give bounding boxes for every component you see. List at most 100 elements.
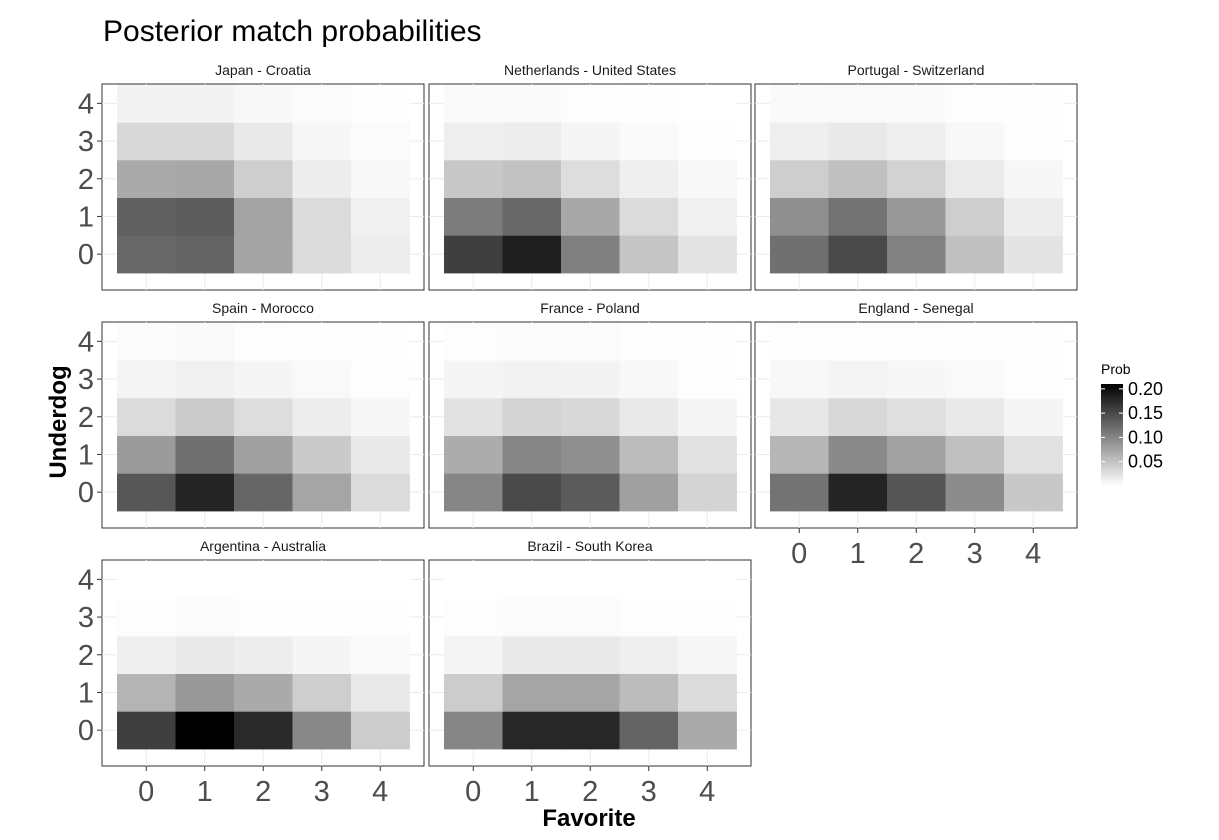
heatmap-cell: [117, 122, 176, 161]
heatmap-cell: [234, 635, 293, 674]
heatmap-cell: [945, 197, 1005, 236]
heatmap-cell: [292, 159, 352, 198]
heatmap-cell: [444, 84, 503, 123]
heatmap-cell: [502, 322, 562, 361]
x-tick-label: 2: [255, 776, 271, 808]
facet-strip-england-senegal: England - Senegal: [858, 300, 973, 316]
heatmap-cell: [887, 197, 946, 236]
heatmap-cell: [678, 673, 737, 712]
heatmap-cell: [502, 360, 562, 399]
heatmap-cell: [619, 122, 679, 161]
heatmap-cell: [502, 159, 562, 198]
heatmap-cell: [619, 435, 679, 474]
heatmap-cell: [1004, 397, 1063, 436]
x-tick-label: 0: [791, 538, 807, 570]
y-axis-label: Underdog: [45, 365, 72, 478]
y-tick-label: 0: [78, 715, 94, 747]
heatmap-cell: [351, 673, 410, 712]
heatmap-cell: [561, 473, 620, 512]
heatmap-cell: [292, 235, 352, 274]
heatmap-cell: [887, 473, 946, 512]
heatmap-cell: [175, 122, 235, 161]
heatmap-cell: [117, 197, 176, 236]
heatmap-cell: [175, 635, 235, 674]
facet-strip-japan-croatia: Japan - Croatia: [215, 62, 311, 78]
heatmap-cell: [292, 598, 352, 637]
heatmap-cell: [117, 397, 176, 436]
heatmap-cell: [234, 360, 293, 399]
facet-strip-france-poland: France - Poland: [540, 300, 640, 316]
heatmap-cell: [678, 397, 737, 436]
heatmap-cell: [351, 435, 410, 474]
heatmap-cell: [887, 159, 946, 198]
heatmap-cell: [117, 159, 176, 198]
heatmap-cell: [502, 635, 562, 674]
x-axis-label: Favorite: [542, 805, 635, 832]
heatmap-cell: [351, 560, 410, 599]
heatmap-cell: [887, 122, 946, 161]
heatmap-cell: [444, 673, 503, 712]
heatmap-cell: [828, 235, 888, 274]
heatmap-cell: [828, 397, 888, 436]
heatmap-cell: [678, 473, 737, 512]
heatmap-cell: [502, 84, 562, 123]
heatmap-cell: [828, 122, 888, 161]
heatmap-cell: [887, 397, 946, 436]
heatmap-cell: [502, 673, 562, 712]
heatmap-cell: [175, 560, 235, 599]
heatmap-cell: [292, 397, 352, 436]
heatmap-cell: [351, 711, 410, 750]
heatmap-cell: [678, 360, 737, 399]
heatmap-cell: [444, 235, 503, 274]
heatmap-cell: [351, 235, 410, 274]
heatmap-cell: [444, 197, 503, 236]
heatmap-cell: [444, 122, 503, 161]
heatmap-cell: [117, 560, 176, 599]
heatmap-cell: [678, 197, 737, 236]
heatmap-cell: [678, 711, 737, 750]
heatmap-cell: [828, 197, 888, 236]
heatmap-cell: [502, 598, 562, 637]
heatmap-cell: [444, 397, 503, 436]
heatmap-cell: [828, 435, 888, 474]
heatmap-cell: [502, 711, 562, 750]
heatmap-cell: [444, 473, 503, 512]
heatmap-cell: [234, 84, 293, 123]
heatmap-cell: [561, 711, 620, 750]
heatmap-cell: [117, 435, 176, 474]
heatmap-cell: [561, 159, 620, 198]
y-tick-label: 1: [78, 201, 94, 233]
facet-strip-argentina-australia: Argentina - Australia: [200, 538, 326, 554]
heatmap-cell: [619, 635, 679, 674]
heatmap-cell: [770, 235, 829, 274]
x-tick-label: 4: [699, 776, 715, 808]
heatmap-cell: [175, 711, 235, 750]
x-tick-label: 4: [372, 776, 388, 808]
y-tick-label: 3: [78, 364, 94, 396]
heatmap-cell: [175, 673, 235, 712]
heatmap-cell: [887, 84, 946, 123]
heatmap-cell: [117, 635, 176, 674]
heatmap-cell: [117, 711, 176, 750]
y-tick-label: 2: [78, 164, 94, 196]
heatmap-cell: [887, 322, 946, 361]
y-tick-label: 4: [78, 564, 94, 596]
heatmap-cell: [678, 435, 737, 474]
heatmap-cell: [619, 598, 679, 637]
heatmap-cell: [945, 397, 1005, 436]
heatmap-cell: [234, 673, 293, 712]
heatmap-cell: [561, 122, 620, 161]
heatmap-cell: [175, 598, 235, 637]
heatmap-cell: [502, 235, 562, 274]
heatmap-cell: [234, 159, 293, 198]
heatmap-cell: [561, 360, 620, 399]
heatmap-cell: [770, 473, 829, 512]
heatmap-cell: [292, 673, 352, 712]
y-tick-label: 0: [78, 239, 94, 271]
heatmap-cell: [292, 197, 352, 236]
x-tick-label: 3: [314, 776, 330, 808]
heatmap-cell: [502, 560, 562, 599]
heatmap-cell: [945, 473, 1005, 512]
heatmap-cell: [351, 635, 410, 674]
